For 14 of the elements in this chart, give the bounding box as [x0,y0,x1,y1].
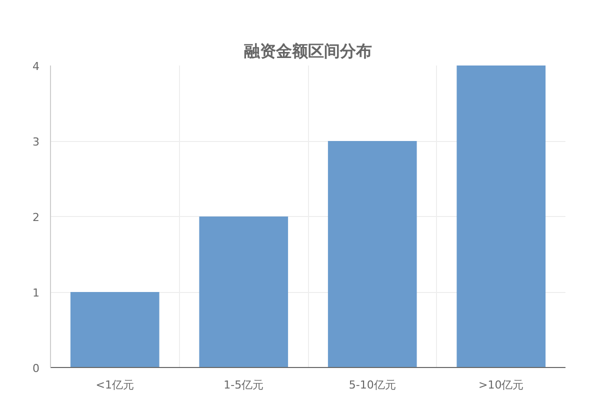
y-tick-label: 0 [32,362,40,375]
bar [199,216,288,368]
x-tick-label: >10亿元 [478,378,524,392]
chart-title: 融资金额区间分布 [244,42,372,60]
bar [456,66,546,368]
bar [328,141,417,368]
x-tick-label: 1-5亿元 [224,378,264,392]
x-tick-label: 5-10亿元 [348,378,396,392]
y-tick-label: 1 [32,286,40,300]
bar [70,292,160,368]
y-tick-label: 2 [32,211,40,224]
y-tick-label: 4 [32,60,40,73]
x-tick-label: <1亿元 [96,378,134,392]
y-tick-label: 3 [32,136,40,148]
